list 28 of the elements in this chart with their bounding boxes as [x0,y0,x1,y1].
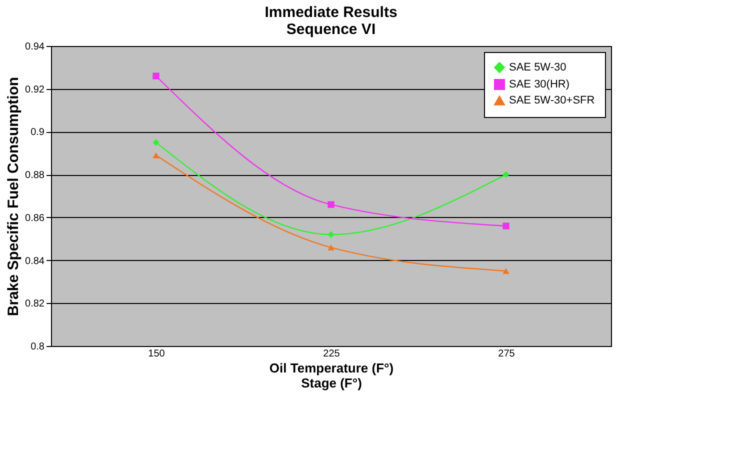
x-tick-label: 225 [323,348,340,360]
text: Stage (F°) [301,376,362,390]
point [328,201,334,208]
point [502,171,510,178]
text: Immediate Results [264,4,398,21]
point [152,72,160,80]
x-tick-label: 275 [498,348,516,360]
y-tick-label: 0.94 [25,42,45,52]
y-tick-label: 0.8 [30,342,45,352]
point [152,139,160,146]
legend-label: SAE 5W-30+SFR [509,94,595,106]
text: Oil Temperature (F°) [269,360,394,376]
point [328,244,334,250]
point [152,152,160,158]
y-tick-label: 0.84 [25,256,45,267]
legend-label: SAE 5W-30 [509,62,566,74]
point [502,268,510,274]
point [328,231,334,238]
x-tick-label: 150 [148,348,166,360]
legend-label: SAE 30(HR) [509,78,570,90]
y-tick-label: 0.86 [25,212,45,224]
y-axis-title: Brake Specific Fuel Consumption [5,76,22,316]
y-tick-label: 0.88 [25,170,45,182]
text: Sequence VI [286,21,376,38]
y-tick-label: 0.92 [25,84,45,96]
y-tick-label: 0.82 [25,298,45,310]
y-tick-label: 0.9 [30,127,45,138]
point [502,222,510,230]
